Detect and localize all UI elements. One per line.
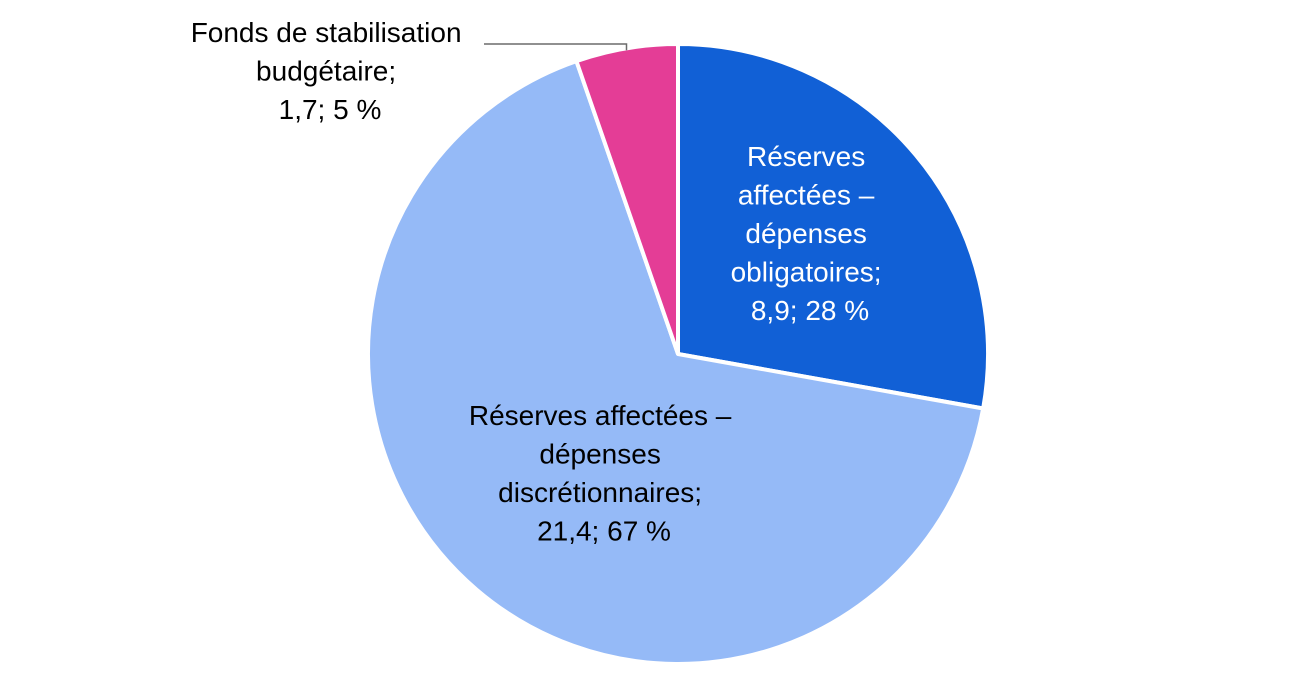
slice-label-obligatoires-line-5: 8,9; 28 % [751,295,869,326]
slice-label-obligatoires-line-3: dépenses [745,218,866,249]
slice-label-obligatoires-line-1: Réserves [747,141,865,172]
slice-label-obligatoires: Réserves affectées – dépenses obligatoir… [731,141,890,326]
slice-label-stabilisation-line-3: 1,7; 5 % [279,94,382,125]
leader-line-stabilisation [484,43,628,51]
slice-label-discretionnaires-line-1: Réserves affectées – [469,400,732,431]
pie-slice-obligatoires [676,42,990,411]
slice-label-stabilisation: Fonds de stabilisation budgétaire; 1,7; … [191,17,470,125]
leader-lines [484,43,628,51]
slice-label-discretionnaires-line-3: discrétionnaires; [498,477,702,508]
slice-label-stabilisation-line-1: Fonds de stabilisation [191,17,462,48]
slice-label-discretionnaires-line-2: dépenses [539,439,660,470]
slice-label-obligatoires-line-4: obligatoires; [731,257,882,288]
pie-slices [366,42,990,666]
slice-label-stabilisation-line-2: budgétaire; [256,56,396,87]
slice-label-obligatoires-line-2: affectées – [738,180,875,211]
slice-label-discretionnaires-line-4: 21,4; 67 % [537,516,671,547]
slice-label-discretionnaires: Réserves affectées – dépenses discrétion… [469,400,739,547]
pie-slice-discretionnaires [366,59,986,666]
